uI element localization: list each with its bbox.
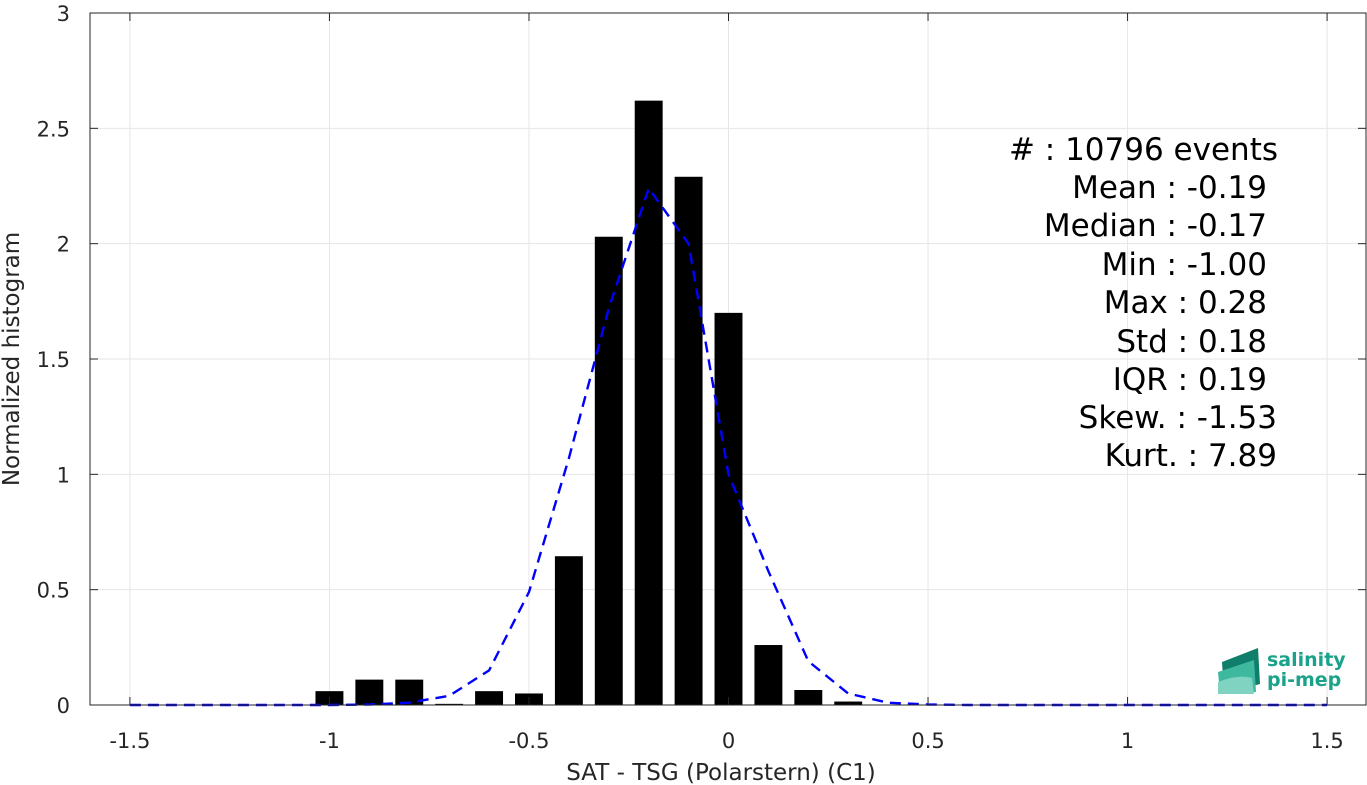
y-tick-label: 2 xyxy=(57,233,70,257)
histogram-bar xyxy=(435,703,464,705)
salinity-pi-mep-logo: salinity pi-mep xyxy=(1218,648,1346,694)
y-tick-label: 3 xyxy=(57,2,70,26)
stat-iqr: IQR : 0.19 xyxy=(1113,362,1267,398)
y-tick-label: 2.5 xyxy=(37,117,70,141)
axis-ticks: -1.5 -1 -0.5 0 0.5 1 1.5 0 0.5 1 1.5 2 2.5 3 xyxy=(37,2,1366,753)
x-tick-label: -1.5 xyxy=(109,729,150,753)
histogram-bar xyxy=(794,690,823,705)
y-tick-label: 0 xyxy=(57,694,70,718)
histogram-bar xyxy=(674,176,703,706)
x-tick-label: 0.5 xyxy=(911,729,944,753)
x-tick-label: 0 xyxy=(722,729,735,753)
stat-max: Max : 0.28 xyxy=(1104,285,1267,321)
y-axis-label: Normalized histogram xyxy=(0,232,25,486)
x-tick-label: -0.5 xyxy=(508,729,549,753)
histogram-bar xyxy=(355,679,384,705)
histogram-bar xyxy=(714,312,743,705)
stat-skew: Skew. : -1.53 xyxy=(1079,400,1277,436)
histogram-bar xyxy=(754,645,783,705)
stats-annotation: # : 10796 events Mean : -0.19 Median : -… xyxy=(1009,132,1278,474)
x-tick-label: 1 xyxy=(1121,729,1134,753)
histogram-bar xyxy=(834,701,863,705)
x-axis-label: SAT - TSG (Polarstern) (C1) xyxy=(566,760,875,785)
stat-std: Std : 0.18 xyxy=(1116,324,1267,360)
wave-logo-icon xyxy=(1218,648,1260,694)
x-tick-label: -1 xyxy=(319,729,340,753)
y-tick-label: 0.5 xyxy=(37,579,70,603)
x-tick-label: 1.5 xyxy=(1310,729,1343,753)
y-tick-label: 1 xyxy=(57,463,70,487)
stat-min: Min : -1.00 xyxy=(1102,247,1267,283)
histogram-bar xyxy=(554,556,583,705)
logo-text-pi-mep: pi-mep xyxy=(1267,669,1341,691)
logo-text-salinity: salinity xyxy=(1267,649,1346,671)
histogram-bar xyxy=(594,236,623,705)
stat-events: # : 10796 events xyxy=(1009,132,1278,168)
stat-median: Median : -0.17 xyxy=(1044,208,1267,244)
histogram-bars xyxy=(315,100,863,706)
y-tick-label: 1.5 xyxy=(37,348,70,372)
stat-mean: Mean : -0.19 xyxy=(1072,170,1267,206)
histogram-bar xyxy=(475,691,504,705)
stat-kurt: Kurt. : 7.89 xyxy=(1105,438,1277,474)
